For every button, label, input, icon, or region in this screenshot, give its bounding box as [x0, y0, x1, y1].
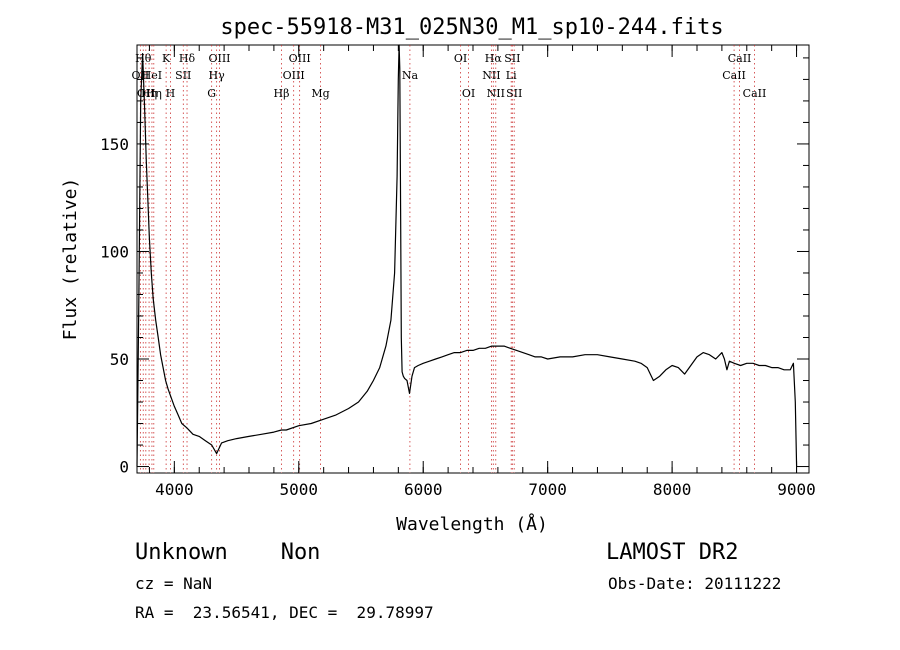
- chart-title: spec-55918-M31_025N30_M1_sp10-244.fits: [220, 15, 723, 40]
- x-tick-label: 8000: [653, 480, 692, 499]
- x-axis-label: Wavelength (Å): [396, 513, 548, 535]
- spectral-line-markers: [139, 45, 755, 473]
- line-label: OIII: [289, 52, 311, 65]
- line-label: CaII: [722, 69, 746, 82]
- line-label: Hβ: [274, 87, 290, 100]
- x-tick-label: 9000: [777, 480, 816, 499]
- x-tick-label: 4000: [155, 480, 194, 499]
- line-label: Hη: [141, 87, 157, 100]
- line-label: OI: [454, 52, 467, 65]
- x-tick-label: 5000: [280, 480, 319, 499]
- line-label: OIII: [283, 69, 305, 82]
- line-label: Hη: [146, 87, 162, 100]
- spectrum-chart: spec-55918-M31_025N30_M1_sp10-244.fits O…: [60, 15, 816, 535]
- spectrum-line: [136, 44, 798, 467]
- redshift-cz: cz = NaN: [135, 574, 213, 593]
- line-label: Hθ: [135, 52, 152, 65]
- y-tick-label: 150: [100, 135, 129, 154]
- line-label: G: [207, 87, 216, 100]
- line-label: CaII: [728, 52, 752, 65]
- observation-date: Obs-Date: 20111222: [608, 574, 782, 593]
- x-tick-label: 7000: [528, 480, 567, 499]
- axis-ticks: 4000 5000 6000 7000 8000 9000 0 50 100 150: [100, 45, 816, 499]
- object-class: Unknown Non: [135, 540, 321, 565]
- line-label: Mg: [311, 87, 329, 100]
- line-label: Hγ: [209, 69, 226, 82]
- y-axis-label: Flux (relative): [60, 178, 81, 341]
- line-label: K: [162, 52, 171, 65]
- survey-name: LAMOST DR2: [606, 540, 739, 565]
- line-label: OI: [462, 87, 475, 100]
- plot-frame: [136, 44, 810, 474]
- line-label: SII: [504, 52, 520, 65]
- y-tick-label: 0: [119, 458, 129, 477]
- line-label: Na: [402, 69, 419, 82]
- line-label: OII: [132, 69, 150, 82]
- line-label: SII: [506, 87, 522, 100]
- y-tick-label: 100: [100, 242, 129, 261]
- line-label: H: [166, 87, 176, 100]
- line-label: Li: [506, 69, 517, 82]
- line-label: Hα: [485, 52, 503, 65]
- line-label: SII: [175, 69, 191, 82]
- x-tick-label: 6000: [404, 480, 443, 499]
- line-label: NII: [482, 69, 500, 82]
- spectral-line-labels: OIIHθOIIHηHeIHηKHSIIHδGHγOIIIHβOIIIOIIIM…: [132, 52, 767, 100]
- line-label: HeI: [142, 69, 162, 82]
- ra-dec-coordinates: RA = 23.56541, DEC = 29.78997: [135, 603, 434, 622]
- line-label: NII: [487, 87, 505, 100]
- line-label: OIII: [208, 52, 230, 65]
- line-label: Hδ: [179, 52, 196, 65]
- line-label: CaII: [743, 87, 767, 100]
- y-tick-label: 50: [110, 350, 129, 369]
